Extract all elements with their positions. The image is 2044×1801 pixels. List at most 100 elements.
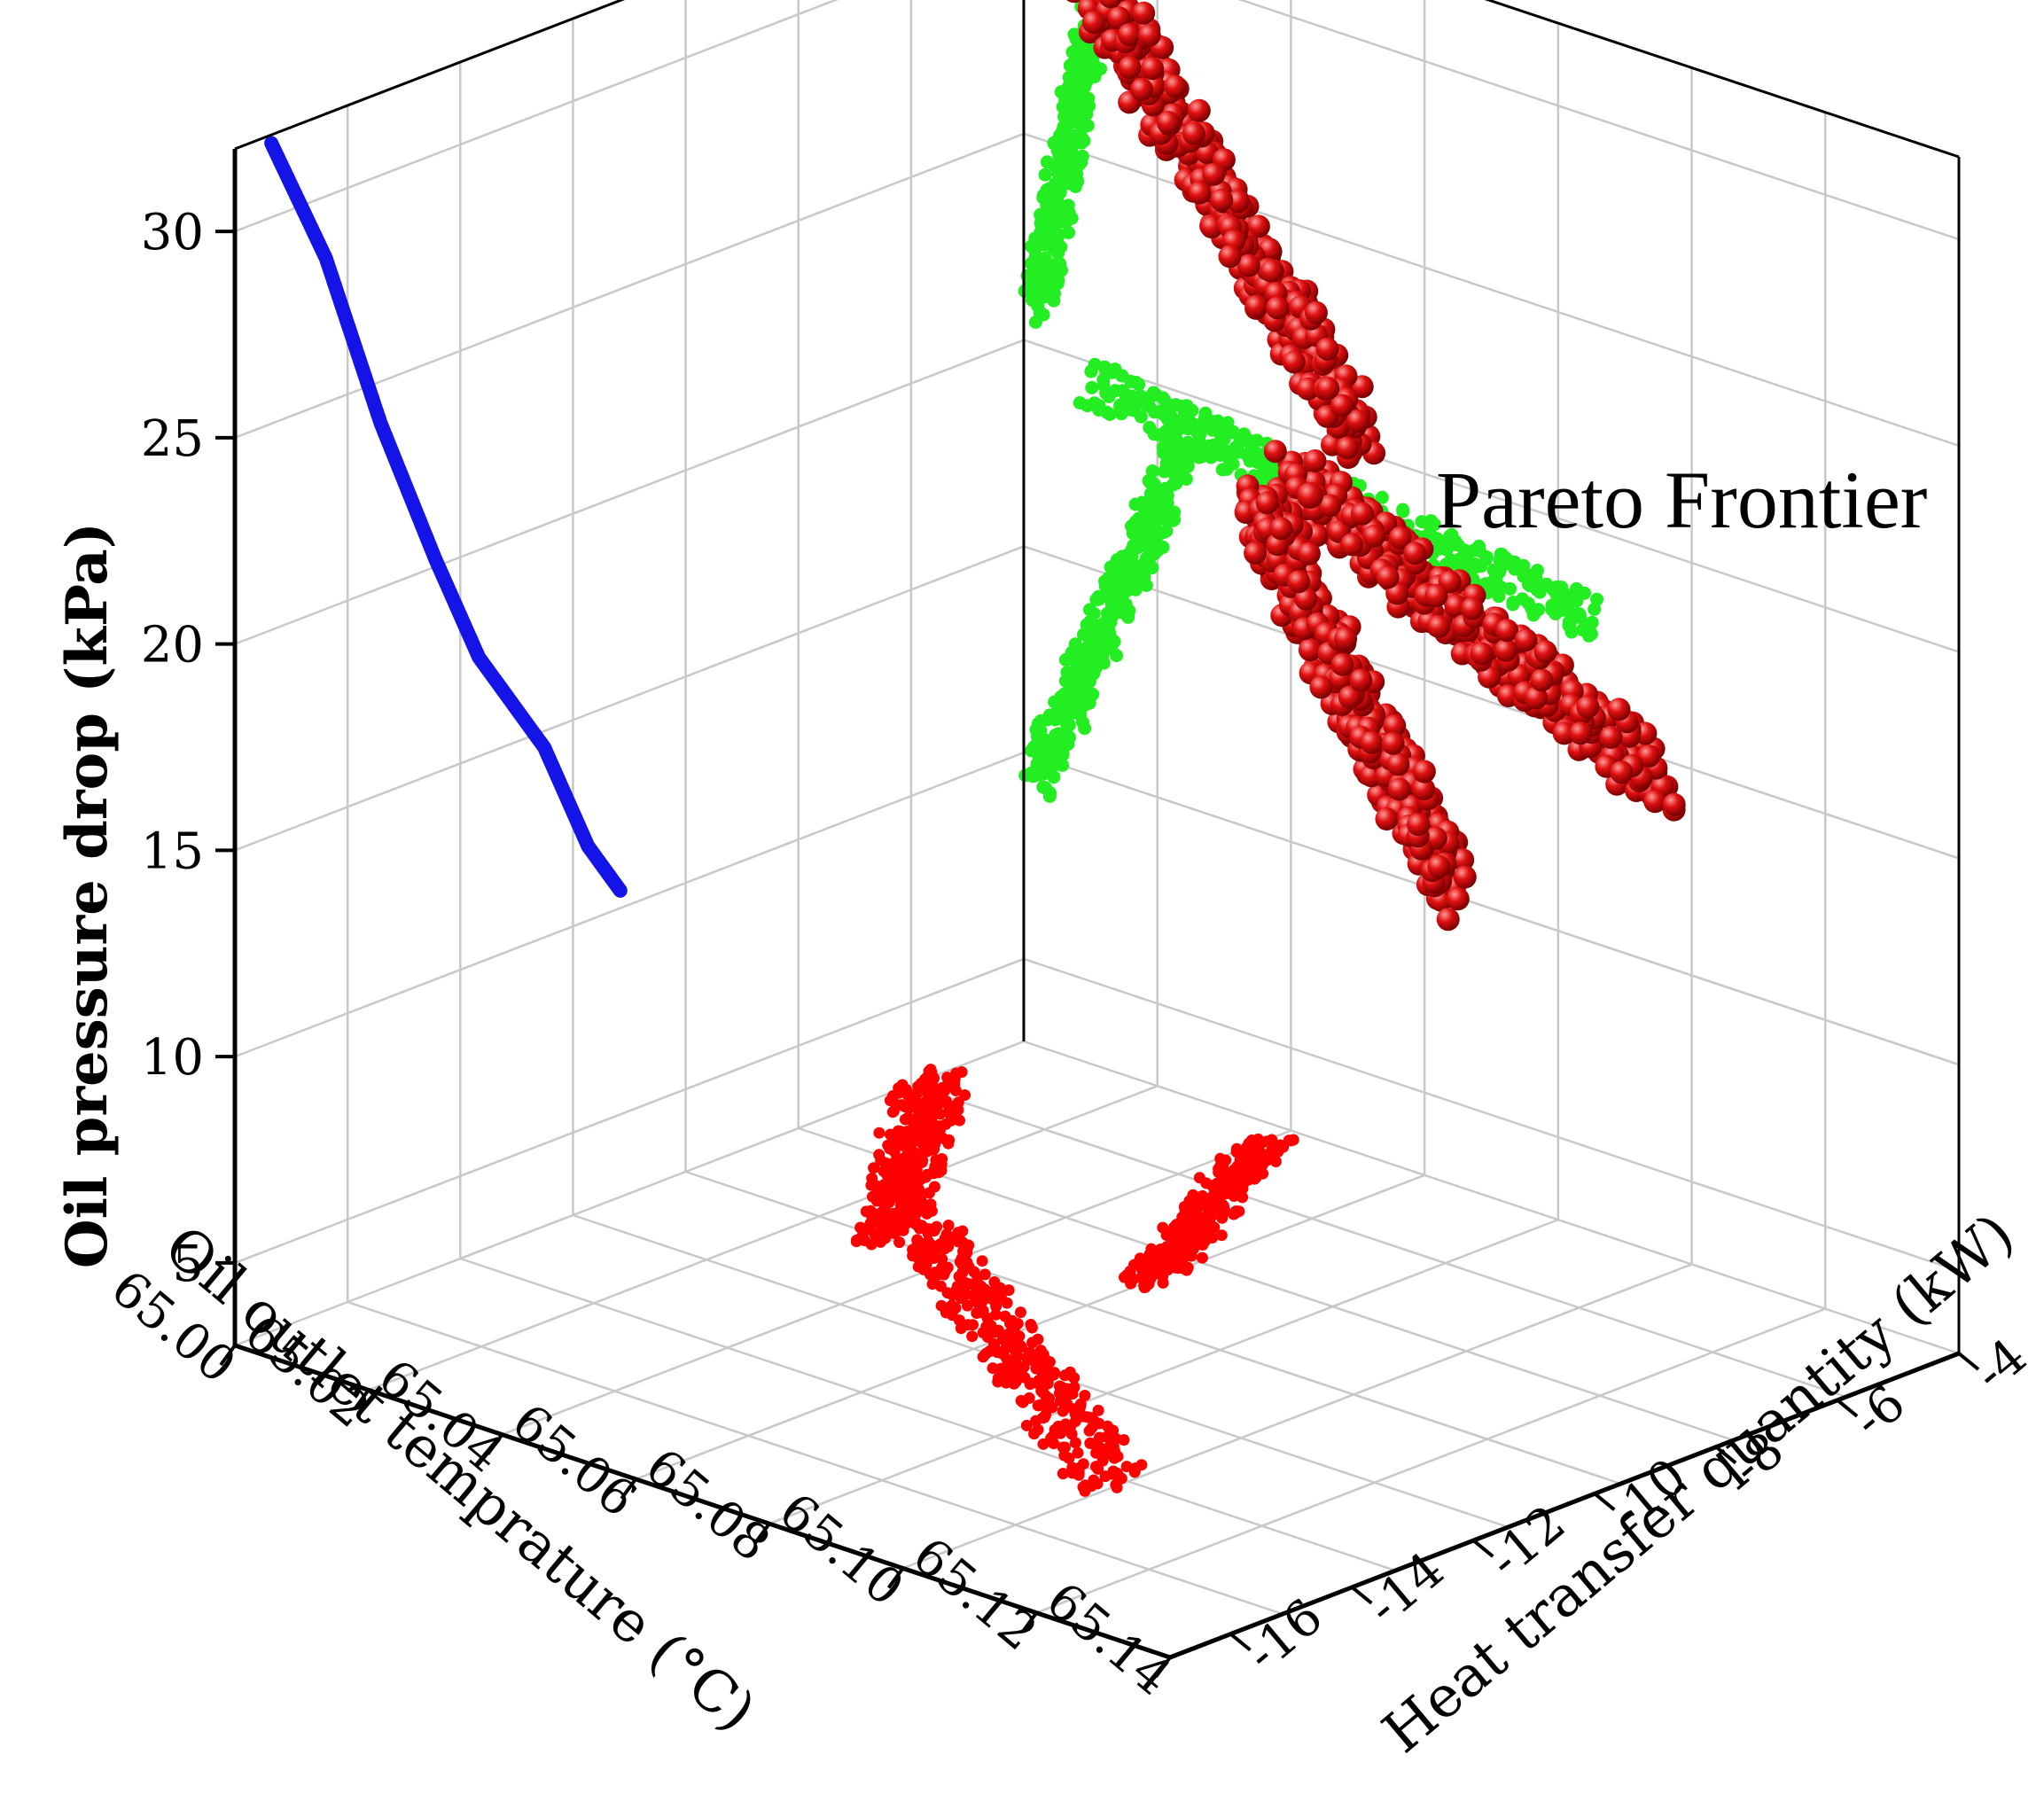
pareto-point [1132, 1, 1156, 25]
grid-line [234, 751, 1025, 1058]
z-tick-label: 10 [141, 1029, 204, 1087]
floor-projection-point [898, 1151, 910, 1164]
right-wall-projection-point [1070, 680, 1084, 694]
floor-projection-point [987, 1362, 999, 1375]
left-wall-projection-curve [264, 136, 628, 898]
pareto-point [1576, 695, 1600, 719]
floor-projection-point [1026, 1354, 1038, 1367]
pareto-point [1316, 377, 1340, 401]
floor-projection-point [897, 1196, 909, 1208]
floor-projection-point [901, 1084, 913, 1096]
grid-line [1023, 545, 1960, 860]
floor-projection-point [1002, 1284, 1015, 1297]
floor-projection-point [896, 1181, 909, 1194]
floor-projection-point [1157, 1276, 1169, 1289]
pareto-point [1263, 440, 1287, 464]
floor-projection-point [1241, 1174, 1253, 1187]
y-axis-label: Heat transfer quantity (kW) [1371, 1201, 2027, 1766]
floor-projection-point [1095, 1442, 1107, 1454]
right-wall-projection-point [1169, 419, 1183, 433]
floor-projection-point [911, 1251, 924, 1264]
right-wall-projection-point [1139, 578, 1153, 592]
grid-line [1237, 0, 1960, 241]
floor-projection-point [938, 1096, 950, 1109]
floor-projection-point [979, 1268, 991, 1281]
pareto-point [1244, 542, 1268, 565]
floor-projection-point [1188, 1243, 1199, 1255]
floor-projection-point [923, 1065, 935, 1078]
floor-projection-point [1077, 1458, 1089, 1470]
legend-label: Pareto Frontier [1436, 455, 1927, 545]
right-wall-projection-point [1037, 754, 1051, 768]
right-wall-projection-point [1078, 721, 1092, 736]
pareto-point [1218, 245, 1242, 269]
y-tick-label: -4 [1963, 1328, 2038, 1403]
floor-projection-point [920, 1106, 932, 1119]
right-wall-projection-point [1516, 592, 1529, 606]
floor-projection-point [1179, 1217, 1191, 1229]
right-wall-projection-point [1135, 495, 1149, 510]
floor-projection-point [991, 1346, 1003, 1359]
right-wall-projection-point [1038, 251, 1052, 265]
right-wall-projection-point [1033, 306, 1047, 320]
pareto-point [1427, 854, 1451, 878]
floor-projection-point [928, 1142, 940, 1155]
pareto-point [1303, 449, 1327, 472]
grid-line [798, 1127, 1735, 1442]
floor-projection-point [966, 1330, 979, 1343]
z-tick-label: 25 [141, 410, 204, 468]
right-wall-projection-point [1041, 238, 1055, 252]
floor-projection-point [1107, 1439, 1120, 1452]
grid-line [234, 957, 1025, 1265]
right-wall-projection-point [1115, 550, 1129, 565]
right-wall-projection-point [1114, 407, 1128, 421]
floor-projection-point [873, 1127, 885, 1139]
right-wall-projection-point [1123, 564, 1137, 578]
floor-projection-point [1208, 1180, 1221, 1192]
floor-projection-point [939, 1243, 951, 1255]
floor-projection-point [1216, 1212, 1229, 1224]
right-wall-projection-point [1137, 561, 1151, 575]
right-wall-projection-point [1065, 668, 1079, 682]
x-tick-label: 65.10 [768, 1482, 915, 1618]
floor-projection-point [1237, 1191, 1249, 1204]
grid-line [1023, 339, 1960, 653]
grid-line [368, 1085, 1159, 1392]
right-wall-projection-point [1098, 579, 1112, 593]
right-wall-projection-point [1025, 744, 1039, 758]
right-wall-projection-point [1244, 434, 1258, 448]
floor-projection-point [945, 1114, 957, 1127]
right-wall-projection-point [1054, 172, 1068, 186]
floor-projection-point [1063, 1452, 1075, 1464]
pareto-point [1494, 638, 1517, 662]
right-wall-projection-point [1025, 766, 1039, 780]
floor-projection-point [1049, 1367, 1060, 1379]
floor-projection-point [1187, 1189, 1199, 1201]
floor-projection-point [1026, 1322, 1038, 1334]
floor-projection-point [994, 1282, 1006, 1294]
floor-projection-point [1017, 1396, 1029, 1408]
floor-projection-point [933, 1088, 946, 1100]
floor-projection-point [908, 1146, 920, 1158]
right-wall-projection-point [1080, 687, 1094, 701]
pareto-point [1351, 502, 1374, 526]
floor-projection-point [942, 1220, 955, 1231]
right-wall-projection-point [1466, 543, 1480, 557]
floor-projection-point [908, 1205, 920, 1217]
pareto-point [1607, 698, 1631, 721]
right-wall-projection-point [1180, 414, 1194, 428]
pareto-point [1163, 74, 1187, 98]
floor-projection-point [988, 1326, 1001, 1338]
floor-projection-point [942, 1137, 955, 1150]
floor-projection-point [1015, 1306, 1026, 1319]
right-wall-projection-point [1211, 414, 1225, 428]
right-wall-projection-point [1081, 119, 1095, 133]
floor-projection-point [1196, 1251, 1208, 1264]
grid-line [234, 339, 1025, 645]
pareto-point [1446, 887, 1470, 911]
floor-projection-point [1274, 1139, 1286, 1151]
floor-projection-point [924, 1119, 937, 1131]
grid-line [768, 1218, 1559, 1525]
floor-projection-point [933, 1126, 946, 1138]
